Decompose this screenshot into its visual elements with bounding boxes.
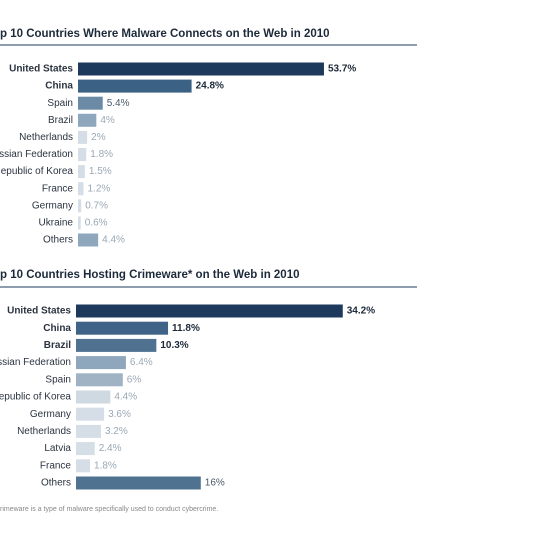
category-label: epublic of Korea <box>1 166 74 177</box>
category-label: United States <box>7 306 71 317</box>
bar <box>78 62 324 76</box>
category-label: Brazil <box>44 340 71 351</box>
bar <box>76 442 95 456</box>
category-label: Netherlands <box>19 132 73 143</box>
value-label: 3.2% <box>105 426 128 437</box>
value-label: 10.3% <box>160 340 188 351</box>
bar <box>78 165 85 179</box>
category-label: Spain <box>45 374 71 385</box>
value-label: 0.7% <box>85 200 108 211</box>
value-label: 1.8% <box>90 149 113 160</box>
bar <box>78 79 192 93</box>
value-label: 3.6% <box>108 409 131 420</box>
bar <box>78 199 82 213</box>
value-label: 4.4% <box>102 235 125 246</box>
footnote: rimeware is a type of malware specifical… <box>0 506 218 513</box>
category-label: Others <box>41 478 71 489</box>
bar <box>76 390 111 404</box>
bar <box>76 321 169 335</box>
category-label: United States <box>9 64 73 75</box>
bar <box>76 407 105 421</box>
value-label: 1.5% <box>89 166 112 177</box>
category-label: China <box>43 323 71 334</box>
value-label: 2% <box>91 132 106 143</box>
category-label: Spain <box>47 98 73 109</box>
value-label: 34.2% <box>347 306 375 317</box>
value-label: 4% <box>100 115 115 126</box>
category-label: epublic of Korea <box>0 392 71 403</box>
value-label: 16% <box>205 478 225 489</box>
chart-title: p 10 Countries Hosting Crimeware* on the… <box>0 269 300 281</box>
category-label: ssian Federation <box>0 357 71 368</box>
category-label: Brazil <box>48 115 73 126</box>
value-label: 1.2% <box>87 183 110 194</box>
value-label: 2.4% <box>99 443 122 454</box>
category-label: Germany <box>30 409 71 420</box>
value-label: 0.6% <box>85 218 108 229</box>
bar <box>78 130 88 144</box>
value-label: 24.8% <box>196 81 224 92</box>
bar <box>78 96 103 110</box>
bar <box>78 216 81 230</box>
bar <box>78 148 87 161</box>
bar <box>76 356 126 370</box>
category-label: Others <box>43 235 73 246</box>
bar <box>78 233 99 247</box>
value-label: 6.4% <box>130 357 153 368</box>
value-label: 11.8% <box>172 323 200 334</box>
category-label: Germany <box>32 200 73 211</box>
value-label: 5.4% <box>107 98 130 109</box>
bar <box>76 304 343 318</box>
category-label: France <box>42 183 74 194</box>
bar <box>76 459 91 473</box>
category-label: China <box>45 81 73 92</box>
value-label: 53.7% <box>328 64 356 75</box>
bar <box>76 476 201 490</box>
category-label: ssian Federation <box>0 149 73 160</box>
category-label: Latvia <box>44 443 71 454</box>
bar <box>76 424 101 438</box>
category-label: France <box>40 460 72 471</box>
bar <box>78 182 84 196</box>
bar <box>76 338 157 352</box>
category-label: Ukraine <box>39 218 74 229</box>
value-label: 1.8% <box>94 460 117 471</box>
value-label: 6% <box>127 374 142 385</box>
category-label: Netherlands <box>17 426 71 437</box>
value-label: 4.4% <box>114 392 137 403</box>
bar <box>76 373 123 387</box>
bar <box>78 113 97 127</box>
chart-title: p 10 Countries Where Malware Connects on… <box>0 28 330 40</box>
